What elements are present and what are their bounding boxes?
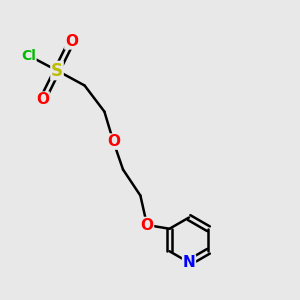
Text: O: O [140, 218, 154, 232]
Text: Cl: Cl [21, 49, 36, 62]
Text: S: S [51, 61, 63, 80]
Text: O: O [36, 92, 49, 107]
Text: O: O [65, 34, 78, 49]
Text: O: O [107, 134, 120, 149]
Text: N: N [183, 255, 195, 270]
